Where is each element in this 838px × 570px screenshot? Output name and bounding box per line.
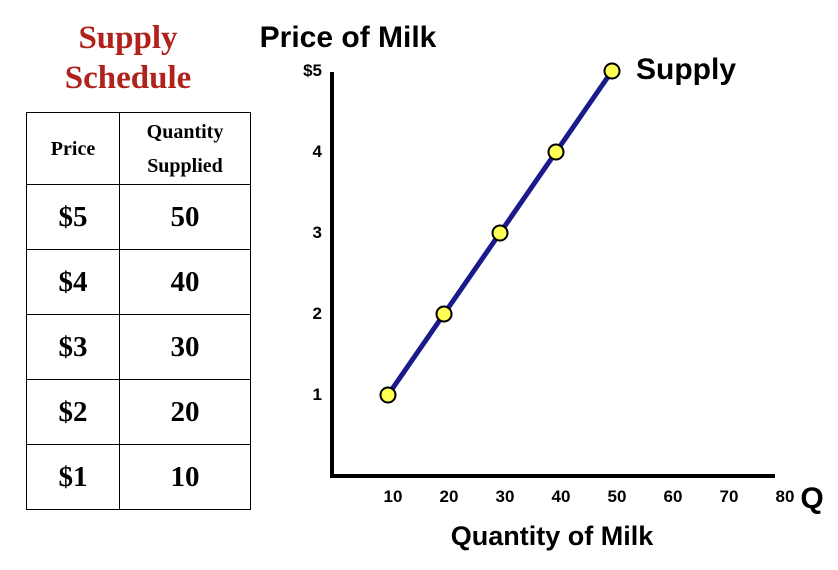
x-tick-label: 70 bbox=[720, 487, 739, 506]
schedule-title: Supply Schedule bbox=[38, 18, 218, 98]
x-tick-label: 10 bbox=[384, 487, 403, 506]
schedule-title-line2: Schedule bbox=[64, 60, 192, 96]
cell-quantity: 10 bbox=[119, 444, 251, 510]
y-tick-label: 2 bbox=[313, 304, 322, 323]
chart-title: Price of Milk bbox=[260, 21, 437, 54]
header-quantity-line1: Quantity bbox=[146, 120, 224, 143]
table-row: $3 30 bbox=[26, 314, 251, 380]
x-tick-label: 30 bbox=[496, 487, 515, 506]
chart-points bbox=[379, 62, 621, 404]
cell-price: $3 bbox=[26, 314, 120, 380]
x-tick-label: 40 bbox=[552, 487, 571, 506]
data-point bbox=[379, 386, 397, 404]
x-axis-letter: Q bbox=[800, 482, 823, 515]
y-tick-label: 1 bbox=[313, 385, 322, 404]
header-price: Price bbox=[26, 112, 120, 185]
cell-price: $1 bbox=[26, 444, 120, 510]
cell-quantity: 20 bbox=[119, 379, 251, 445]
data-point bbox=[491, 224, 509, 242]
data-point bbox=[547, 143, 565, 161]
table-row: $1 10 bbox=[26, 444, 251, 510]
cell-quantity: 50 bbox=[119, 184, 251, 250]
x-tick-label: 50 bbox=[608, 487, 627, 506]
chart-axes bbox=[330, 72, 775, 478]
table-row: $2 20 bbox=[26, 379, 251, 445]
cell-quantity: 30 bbox=[119, 314, 251, 380]
table-row: $5 50 bbox=[26, 184, 251, 250]
data-point bbox=[603, 62, 621, 80]
header-quantity-line2: Supplied bbox=[147, 154, 223, 177]
chart-series: Supply bbox=[385, 53, 736, 398]
cell-price: $4 bbox=[26, 249, 120, 315]
cell-price: $5 bbox=[26, 184, 120, 250]
table-header-row: Price Quantity Supplied bbox=[26, 112, 251, 185]
table-row: $4 40 bbox=[26, 249, 251, 315]
supply-schedule-table: Price Quantity Supplied $5 50 $4 40 $3 3… bbox=[26, 112, 251, 510]
x-tick-label: 80 bbox=[776, 487, 795, 506]
y-tick-label: $5 bbox=[303, 61, 322, 80]
x-tick-label: 60 bbox=[664, 487, 683, 506]
y-tick-label: 3 bbox=[313, 223, 322, 242]
schedule-title-line1: Supply bbox=[78, 20, 178, 56]
y-tick-label: 4 bbox=[313, 142, 323, 161]
header-quantity: Quantity Supplied bbox=[119, 112, 251, 185]
data-point bbox=[435, 305, 453, 323]
cell-quantity: 40 bbox=[119, 249, 251, 315]
supply-series-label: Supply bbox=[636, 53, 736, 86]
x-axis-label: Quantity of Milk bbox=[451, 521, 654, 551]
chart-ticks: 10 20 30 40 50 60 70 80 1 2 3 4 $5 bbox=[303, 61, 794, 506]
x-tick-label: 20 bbox=[440, 487, 459, 506]
